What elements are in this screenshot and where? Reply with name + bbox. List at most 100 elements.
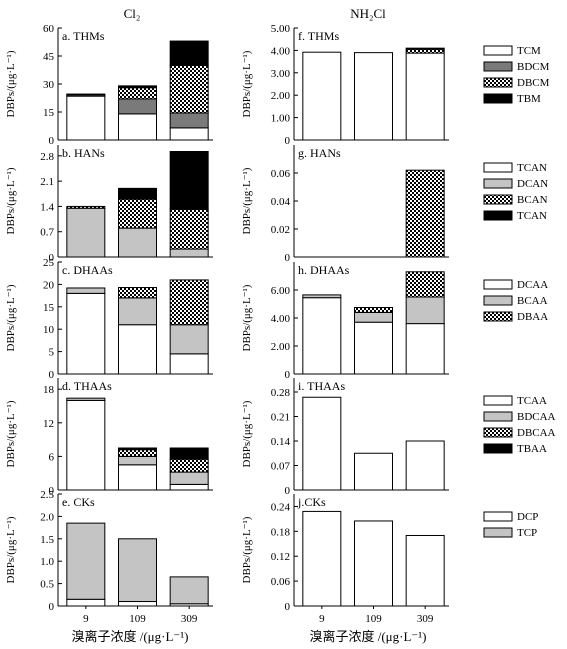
bar-segment [66,287,106,294]
y-tick-label: 20 [43,279,55,291]
legend-swatch [483,178,513,189]
y-axis-label: DBPs/(μg·L⁻¹) [5,167,17,234]
bar-segment [405,534,445,607]
y-tick-label: 0.14 [271,436,291,448]
y-tick-label: 6.00 [271,285,291,297]
bar-segment [169,248,209,258]
y-tick-label: 15 [43,302,55,314]
legend-swatch [483,93,513,104]
y-axis-label: DBPs/(μg·L⁻¹) [5,284,17,351]
bar-segment [118,455,157,466]
y-tick-label: 4.00 [271,45,291,57]
legend-swatch [483,210,513,221]
legend-label: DBAA [517,311,548,323]
y-tick-label: 0.02 [271,224,290,236]
bar-segment [169,112,209,129]
legend-swatch [483,295,513,306]
y-tick-label: 2.00 [271,90,291,102]
bar-segment [118,287,157,299]
legend-label: TBM [517,93,541,105]
panel-g: 0 0.02 0.04 0.06 DBPs/(μg·L⁻¹) g. HANs [241,145,449,264]
y-tick-label: 0 [49,135,55,147]
y-tick-label: 0.18 [271,526,291,538]
legend-swatch [483,395,513,406]
bar-segment [169,208,209,250]
x-tick-label: 309 [417,613,434,625]
y-tick-label: 2.1 [40,176,54,188]
bar-segment [66,397,106,401]
y-axis-label: DBPs/(μg·L⁻¹) [5,50,17,117]
panel-label: i. THAAs [298,379,345,393]
y-tick-label: 0 [285,252,291,264]
bar-segment [354,307,393,313]
legend-label: TBAA [517,443,547,455]
panel-e: 0 0.5 1.0 1.5 2.0 2.5 DBPs/(μg·L⁻¹) e. CKs 9 109 3… [5,489,213,625]
bar-segment [302,294,342,299]
y-tick-label: 0.28 [271,387,291,399]
legend-swatch [483,427,513,438]
x-axis-label-left: 溴离子浓度 /(μg·L⁻¹) [71,629,188,644]
y-tick-label: 12 [43,418,54,430]
bar-segment [169,447,209,460]
bar-segment [169,127,209,141]
y-tick-label: 0.7 [40,227,54,239]
legend-label: TCAA [517,395,547,407]
panel-label: c. DHAAs [62,263,113,277]
legend-label: TCM [517,45,541,57]
panel-c: 0 5 10 15 20 25 DBPs/(μg·L⁻¹) c. DHAAs [5,257,213,381]
y-tick-label: 5.00 [271,23,291,35]
y-axis-label: DBPs/(μg·L⁻¹) [241,284,253,351]
legend-swatch [483,311,513,322]
x-tick-label: 109 [129,613,146,625]
bar-segment [118,98,157,115]
bar-segment [169,471,209,485]
legend-swatch [483,61,513,72]
legend-swatch [483,77,513,88]
x-tick-label: 9 [83,613,89,625]
panel-f: 0 1.00 2.00 3.00 4.00 5.00 DBPs/(μg·L⁻¹) f. THM… [241,23,449,147]
panel-label: f. THMs [298,29,339,43]
bar-segment [169,64,209,114]
bar-segment [169,151,209,210]
legend-label: BDCM [517,61,550,73]
y-tick-label: 0 [285,135,291,147]
bar-segment [405,52,445,141]
legend-swatch [483,411,513,422]
y-tick-label: 0 [49,369,55,381]
y-tick-label: 0 [49,252,55,264]
y-tick-label: 2.00 [271,341,291,353]
panel-label: h. DHAAs [298,263,350,277]
y-tick-label: 0 [285,601,291,613]
x-tick-label: 9 [319,613,325,625]
bar-segment [354,52,393,141]
legend-swatch [483,443,513,454]
panel-j: 0 0.06 0.12 0.18 0.24 DBPs/(μg·L⁻¹) j.CKs 9 109 3… [241,494,449,625]
y-tick-label: 0 [49,485,55,497]
legend-label: DCAN [517,178,548,190]
y-tick-label: 2.5 [40,489,54,501]
y-tick-label: 0.07 [271,461,291,473]
bar-segment [118,187,157,200]
legend-swatch [483,527,513,538]
bar-segment [66,522,106,600]
y-tick-label: 4.00 [271,313,291,325]
bar-segment [405,323,445,375]
legend-row-4: DCP TCP [483,511,538,539]
bar-segment [405,271,445,298]
column-title-left: Cl₂ [124,6,141,21]
bar-segment [405,169,445,258]
legend-swatch [483,279,513,290]
y-tick-label: 0 [49,601,55,613]
bar-segment [118,464,157,491]
bar-segment [302,510,342,607]
bar-segment [405,48,445,54]
y-tick-label: 25 [43,257,55,269]
bar-segment [169,40,209,66]
bar-segment [66,95,106,141]
panel-h: 0 2.00 4.00 6.00 DBPs/(μg·L⁻¹) h. DHAAs [241,262,449,381]
bar-segment [169,576,209,605]
bar-segment [354,321,393,375]
bar-segment [66,292,106,375]
bar-segment [118,324,157,375]
